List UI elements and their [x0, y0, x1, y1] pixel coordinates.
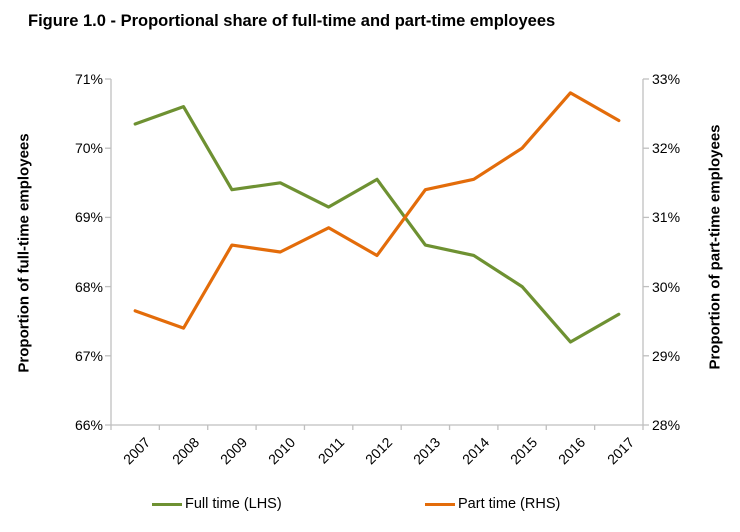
- left-axis-tick-label: 67%: [74, 347, 103, 364]
- right-axis-tick-label: 31%: [652, 209, 681, 226]
- left-axis-tick-label: 70%: [74, 140, 103, 157]
- chart-title: Figure 1.0 - Proportional share of full-…: [28, 12, 556, 30]
- left-axis-tick-label: 66%: [74, 417, 103, 433]
- legend-label: Part time (RHS): [458, 496, 561, 512]
- legend-line-swatch: [152, 502, 182, 506]
- left-axis-tick-label: 69%: [74, 209, 103, 226]
- legend-item: Full time (LHS): [152, 494, 282, 514]
- right-axis-tick-label: 30%: [652, 278, 681, 295]
- right-axis-tick-label: 33%: [652, 71, 681, 87]
- legend-item: Part time (RHS): [425, 494, 560, 514]
- right-axis-tick-label: 32%: [652, 140, 681, 157]
- series-line-left: [133, 105, 621, 344]
- right-axis-tick-label: 29%: [652, 347, 681, 364]
- series-line-right: [133, 91, 621, 330]
- left-axis-tick-label: 71%: [74, 71, 103, 87]
- right-axis-tick-label: 28%: [652, 417, 681, 433]
- left-axis-tick-label: 68%: [74, 278, 103, 295]
- legend-line-swatch: [425, 502, 455, 506]
- legend-label: Full time (LHS): [185, 496, 282, 512]
